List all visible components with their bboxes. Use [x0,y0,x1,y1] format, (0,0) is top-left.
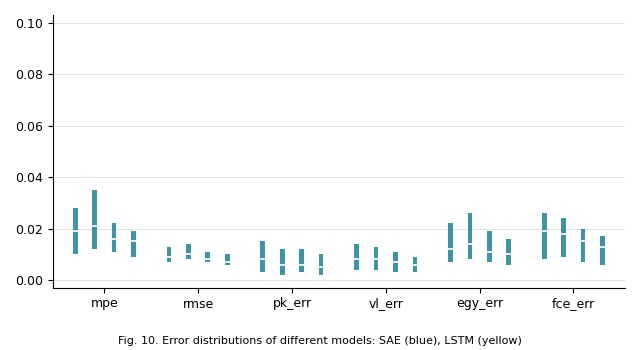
Bar [73,208,77,254]
Bar [260,241,265,272]
Bar [131,231,136,257]
Bar [186,244,191,259]
Bar [506,239,511,265]
Bar [280,249,285,275]
Bar [205,252,210,262]
Bar [166,247,172,262]
Bar [319,254,323,275]
Bar [467,213,472,259]
Bar [542,213,547,259]
Bar [487,231,492,262]
Bar [580,229,586,262]
Bar [600,236,605,265]
Bar [374,247,378,270]
Bar [225,254,230,265]
Bar [300,249,304,272]
Bar [111,223,116,252]
Bar [92,190,97,249]
Bar [561,218,566,257]
Text: Fig. 10. Error distributions of different models: SAE (blue), LSTM (yellow): Fig. 10. Error distributions of differen… [118,336,522,346]
Bar [355,244,359,270]
Bar [448,223,453,262]
Bar [413,257,417,272]
Bar [393,252,398,272]
